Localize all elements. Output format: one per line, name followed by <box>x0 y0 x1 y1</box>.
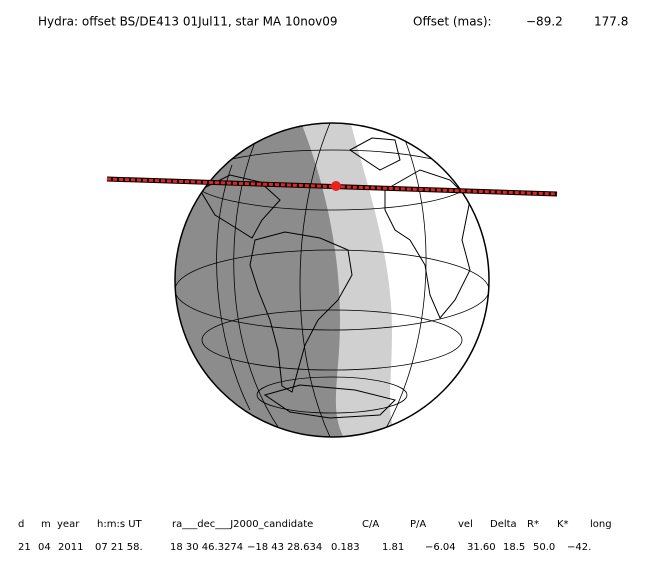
globe-outline <box>174 122 490 438</box>
column-header: long <box>590 519 612 530</box>
cell: 1.81 <box>382 542 404 553</box>
column-header: d <box>18 519 24 530</box>
table: d m year h:m:s UT ra___dec___J2000_candidate… <box>18 519 612 553</box>
column-header: vel <box>458 519 473 530</box>
column-header: Delta <box>490 519 517 530</box>
event-point <box>331 181 341 191</box>
column-header: h:m:s UT <box>97 519 143 530</box>
cell: 04 <box>38 542 51 553</box>
column-header: K* <box>557 519 569 530</box>
cell: 0.183 <box>331 542 360 553</box>
column-header: m <box>41 519 51 530</box>
column-header: ra___dec___J2000_candidate <box>172 519 313 530</box>
cell: 18 30 46.3274 <box>170 542 243 553</box>
cell: 18.5 <box>503 542 525 553</box>
offset-x: −89.2 <box>526 15 563 29</box>
column-header: C/A <box>362 519 379 530</box>
cell: 21 <box>18 542 31 553</box>
cell: −6.04 <box>425 542 456 553</box>
globe <box>175 123 489 437</box>
offset-y: 177.8 <box>594 15 628 29</box>
column-header: P/A <box>410 519 426 530</box>
title: Hydra: offset BS/DE413 01Jul11, star MA … <box>38 15 338 29</box>
offset-label: Offset (mas): <box>413 15 492 29</box>
column-header: R* <box>527 519 539 530</box>
column-header: year <box>57 519 80 530</box>
cell: 50.0 <box>533 542 555 553</box>
cell: −42. <box>567 542 591 553</box>
cell: −18 43 28.634 <box>247 542 322 553</box>
cell: 07 21 58. <box>95 542 143 553</box>
cell: 31.60 <box>467 542 496 553</box>
cell: 2011 <box>58 542 83 553</box>
